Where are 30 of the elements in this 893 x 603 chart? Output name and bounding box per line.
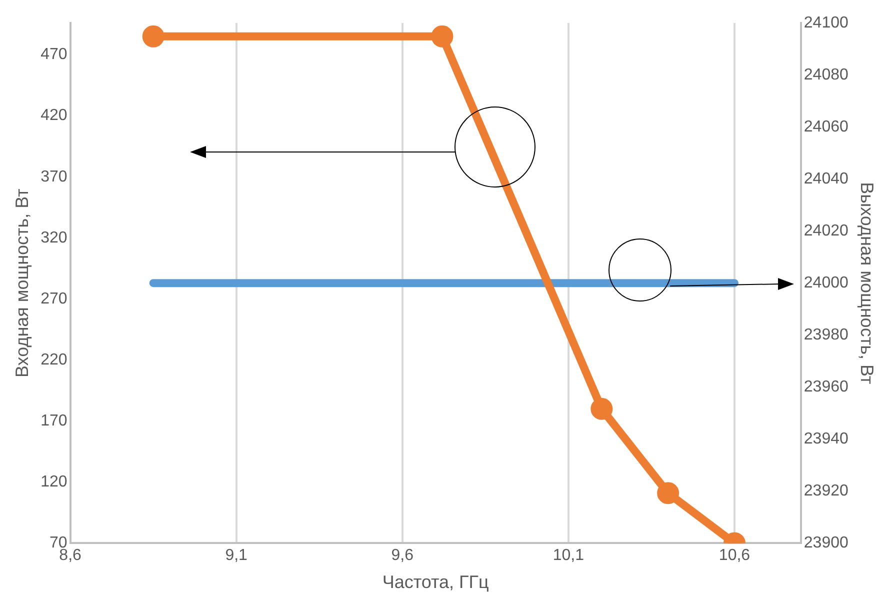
y-tick-label: 220 — [40, 351, 68, 368]
y2-tick-label: 23980 — [804, 326, 848, 344]
y2-tick-label: 24000 — [804, 274, 848, 292]
point — [657, 482, 680, 504]
x-tick-label: 10,6 — [718, 547, 750, 564]
y-tick-label: 320 — [40, 229, 68, 246]
y-tick-label: 170 — [40, 412, 68, 430]
y2-tick-label: 24020 — [804, 222, 848, 240]
point — [431, 25, 454, 48]
x-tick-label: 9,6 — [391, 547, 414, 564]
x-axis-title: Частота, ГГц — [382, 572, 489, 592]
y2-tick-label: 23940 — [804, 430, 848, 448]
x-tick-label: 10,1 — [552, 547, 584, 564]
y2-axis-title: Выходная мощность, Вт — [857, 182, 878, 384]
y2-tick-label: 24080 — [804, 66, 848, 84]
y2-tick-label: 23920 — [804, 482, 848, 500]
y-tick-label: 470 — [40, 46, 68, 64]
y2-tick-label: 23960 — [804, 378, 848, 396]
y-tick-label: 270 — [40, 290, 68, 308]
y-tick-label: 120 — [40, 474, 68, 491]
y-tick-label: 370 — [40, 168, 68, 186]
y2-tick-label: 23900 — [804, 534, 848, 552]
x-tick-label: 9,1 — [225, 547, 248, 564]
y-tick-label: 420 — [40, 107, 68, 124]
y-axis-title: Входная мощность, Вт — [12, 188, 32, 378]
point — [142, 25, 164, 48]
point — [590, 398, 613, 420]
y2-tick-label: 24100 — [804, 14, 848, 32]
y2-tick-label: 24060 — [804, 118, 848, 136]
y2-tick-label: 24040 — [804, 170, 848, 188]
